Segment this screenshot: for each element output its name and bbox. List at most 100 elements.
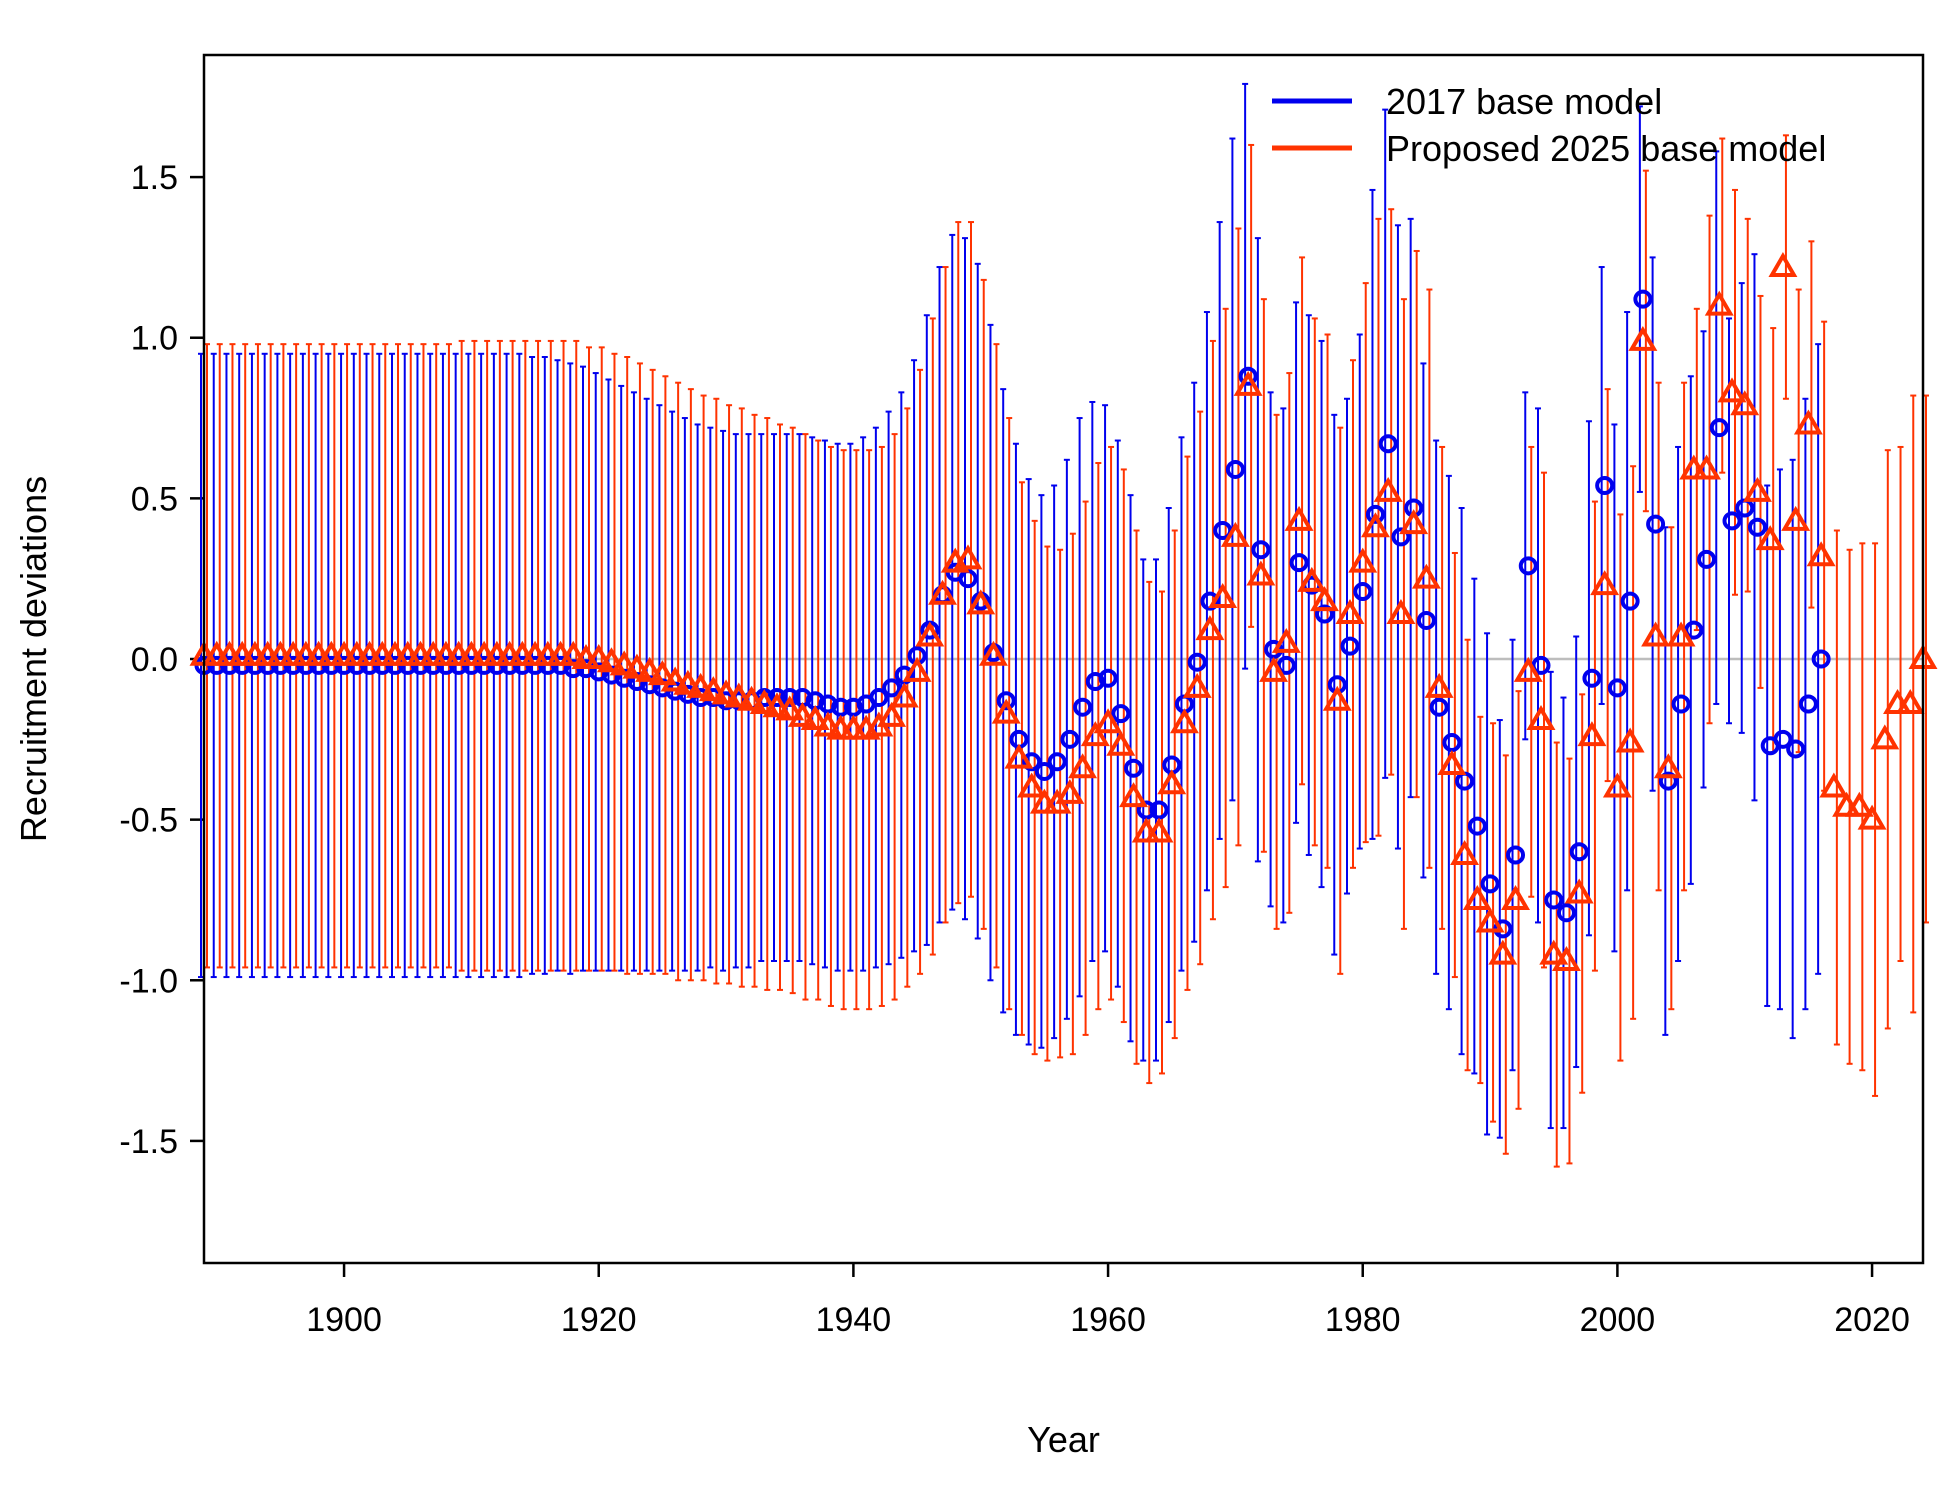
data-point-circle (780, 688, 800, 708)
data-point-triangle (1895, 688, 1925, 714)
data-point-circle (1124, 758, 1144, 778)
data-point-triangle (1590, 570, 1620, 596)
data-point-triangle (928, 579, 958, 605)
data-point-triangle (1870, 724, 1900, 750)
data-point-triangle (1017, 772, 1047, 798)
data-point-circle (1225, 459, 1245, 479)
data-point-circle (1697, 549, 1717, 569)
data-point-circle (1365, 504, 1385, 524)
data-point-circle (1671, 694, 1691, 714)
x-tick-label: 2020 (1834, 1301, 1910, 1339)
y-axis-title: Recruitment deviations (13, 476, 54, 842)
data-point-triangle (1233, 370, 1263, 396)
data-point-triangle (1692, 454, 1722, 480)
y-axis-ticks: -1.5 -1.0 -0.5 0.0 0.5 1.0 1.5 (119, 159, 204, 1161)
y-tick-label: 1.5 (131, 159, 178, 197)
data-point-circle (1378, 434, 1398, 454)
data-point-triangle (1793, 409, 1823, 435)
data-point-triangle (1526, 705, 1556, 731)
data-point-triangle (1628, 325, 1658, 351)
data-point-triangle (724, 682, 754, 708)
data-point-triangle (660, 666, 690, 692)
x-tick-label: 1960 (1070, 1301, 1146, 1339)
data-point-circle (1315, 604, 1335, 624)
legend-label-2017-base-model: 2017 base model (1386, 81, 1662, 122)
y-tick-label: -1.5 (119, 1123, 178, 1161)
x-axis-ticks: 1900 1920 1940 1960 1980 2000 2020 (306, 1263, 1910, 1339)
data-point-triangle (1462, 884, 1492, 910)
y-tick-label: 0.5 (131, 480, 178, 518)
data-point-triangle (1450, 839, 1480, 865)
data-point-triangle (1819, 772, 1849, 798)
data-point-triangle (1157, 769, 1187, 795)
data-point-circle (1429, 697, 1449, 717)
data-point-circle (1773, 729, 1793, 749)
data-point-circle (1518, 556, 1538, 576)
data-point-circle (1111, 704, 1131, 724)
data-point-triangle (1564, 878, 1594, 904)
data-point-circle (767, 688, 787, 708)
data-point-triangle (698, 676, 728, 702)
x-axis-title: Year (1027, 1419, 1100, 1460)
data-point-triangle (1335, 599, 1365, 625)
data-point-triangle (1730, 390, 1760, 416)
data-point-circle (1200, 591, 1220, 611)
data-point-triangle (1360, 512, 1390, 538)
data-point-triangle (1615, 727, 1645, 753)
data-point-triangle (813, 711, 843, 737)
data-point-triangle (1857, 804, 1887, 830)
x-tick-label: 1980 (1325, 1301, 1401, 1339)
data-point-circle (1416, 610, 1436, 630)
data-point-circle (1722, 511, 1742, 531)
data-point-triangle (1806, 541, 1836, 567)
data-point-circle (1022, 752, 1042, 772)
data-point-triangle (1755, 525, 1785, 551)
data-point-triangle (1437, 750, 1467, 776)
data-point-triangle (1539, 939, 1569, 965)
data-point-triangle (1704, 290, 1734, 316)
data-point-triangle (1169, 708, 1199, 734)
data-point-triangle (1781, 505, 1811, 531)
data-point-triangle (609, 650, 639, 676)
y-tick-label: -1.0 (119, 962, 178, 1000)
data-point-triangle (1220, 521, 1250, 547)
data-point-circle (1658, 771, 1678, 791)
data-point-triangle (1501, 884, 1531, 910)
data-point-triangle (1577, 721, 1607, 747)
data-point-triangle (1475, 907, 1505, 933)
data-point-circle (1276, 655, 1296, 675)
data-point-triangle (558, 640, 588, 666)
data-point-circle (869, 688, 889, 708)
data-point-triangle (673, 669, 703, 695)
data-point-triangle (1424, 672, 1454, 698)
data-point-triangle (1399, 509, 1429, 535)
data-point-circle (1684, 620, 1704, 640)
data-point-triangle (978, 640, 1008, 666)
data-point-circle (1455, 771, 1475, 791)
data-point-triangle (1742, 476, 1772, 502)
data-point-circle (1620, 591, 1640, 611)
data-point-circle (1735, 498, 1755, 518)
x-tick-label: 1900 (306, 1301, 382, 1339)
data-point-circle (1480, 874, 1500, 894)
data-point-triangle (1373, 476, 1403, 502)
data-point-triangle (1297, 566, 1327, 592)
data-point-triangle (622, 653, 652, 679)
data-point-circle (1098, 668, 1118, 688)
data-point-circle (1811, 649, 1831, 669)
data-point-circle (1569, 842, 1589, 862)
data-point-triangle (635, 656, 665, 682)
data-point-triangle (1844, 791, 1874, 817)
data-point-circle (1353, 582, 1373, 602)
data-point-triangle (1284, 505, 1314, 531)
data-point-triangle (1488, 939, 1518, 965)
data-point-triangle (775, 695, 805, 721)
data-point-triangle (1182, 672, 1212, 698)
data-point-circle (882, 678, 902, 698)
data-point-triangle (877, 701, 907, 727)
data-point-triangle (1602, 772, 1632, 798)
data-point-triangle (800, 705, 830, 731)
data-point-circle (1047, 752, 1067, 772)
data-point-circle (1060, 729, 1080, 749)
